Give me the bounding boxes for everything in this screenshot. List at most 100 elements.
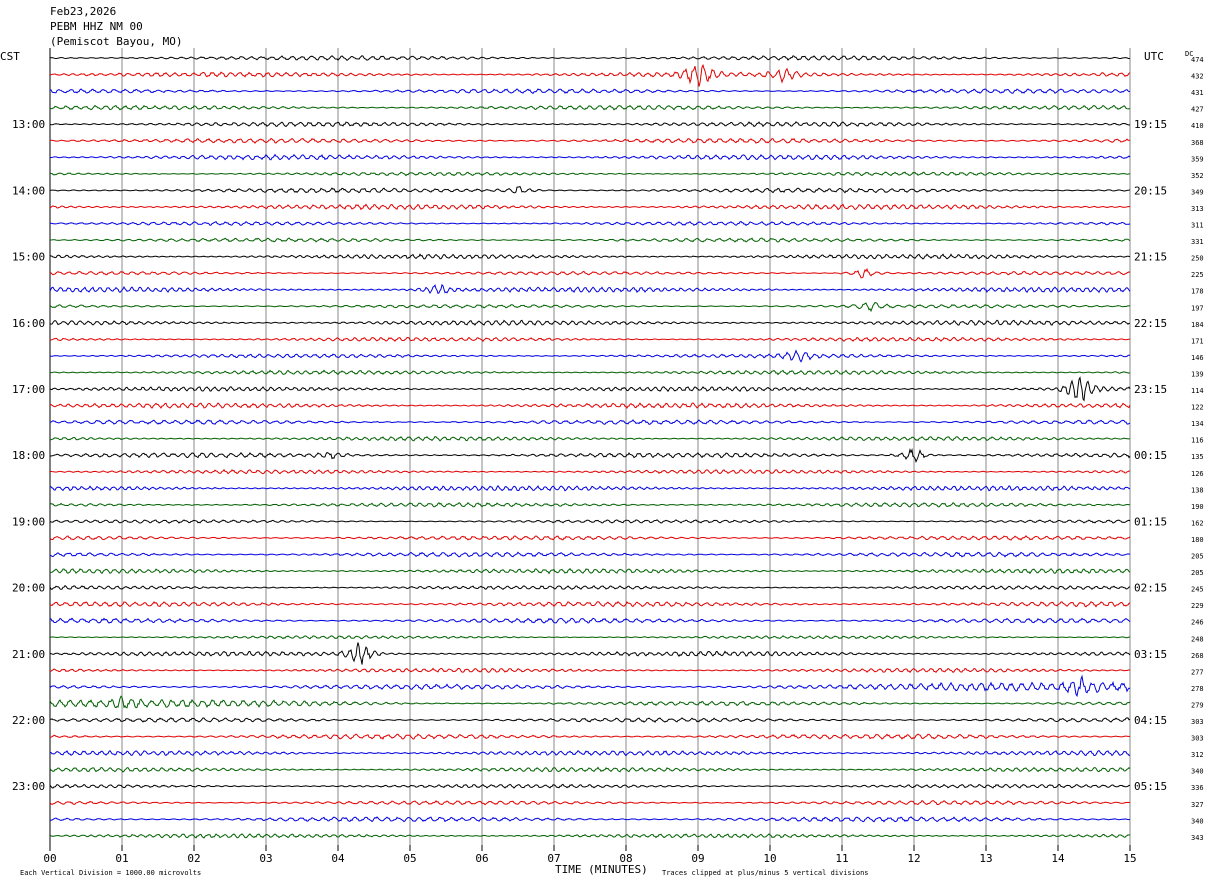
x-tick-label: 14 bbox=[1051, 852, 1065, 865]
trace-line bbox=[49, 104, 1130, 111]
dc-offset-label: 146 bbox=[1191, 354, 1204, 362]
left-hour-label: 19:00 bbox=[12, 515, 45, 528]
right-hour-label: 01:15 bbox=[1134, 515, 1167, 528]
dc-offset-label: 303 bbox=[1191, 735, 1204, 743]
minute-grid bbox=[49, 48, 1131, 851]
dc-offset-label: 190 bbox=[1191, 503, 1204, 511]
trace-line bbox=[49, 220, 1131, 227]
trace-line bbox=[49, 203, 1131, 211]
trace-line bbox=[49, 667, 1131, 674]
dc-offset-label: 313 bbox=[1191, 205, 1204, 213]
x-tick-label: 02 bbox=[187, 852, 200, 865]
trace-line bbox=[49, 642, 1131, 665]
trace-line bbox=[49, 253, 1131, 260]
trace-line bbox=[49, 617, 1131, 624]
trace-line bbox=[49, 237, 1131, 243]
x-tick-label: 01 bbox=[115, 852, 128, 865]
axis-labels: CST UTC DC TIME (MINUTES) Each Vertical … bbox=[0, 50, 1204, 877]
trace-line bbox=[49, 567, 1131, 575]
dc-offset-label: 250 bbox=[1191, 255, 1204, 263]
trace-line bbox=[49, 436, 1131, 442]
dc-offset-label: 336 bbox=[1191, 784, 1204, 792]
x-tick-label: 08 bbox=[619, 852, 632, 865]
footer-scale-note: Each Vertical Division = 1000.00 microvo… bbox=[20, 869, 201, 877]
dc-offset-label: 279 bbox=[1191, 701, 1204, 709]
trace-line bbox=[49, 419, 1131, 425]
dc-offset-label: 171 bbox=[1191, 337, 1204, 345]
right-hour-label: 21:15 bbox=[1134, 251, 1167, 264]
x-tick-label: 11 bbox=[835, 852, 848, 865]
trace-line bbox=[49, 402, 1131, 409]
trace-line bbox=[49, 635, 1131, 640]
dc-offset-label: 225 bbox=[1191, 271, 1204, 279]
dc-offset-label: 197 bbox=[1191, 304, 1204, 312]
header-location: (Pemiscot Bayou, MO) bbox=[50, 35, 183, 48]
trace-line bbox=[49, 783, 1130, 789]
trace-line bbox=[49, 717, 1131, 723]
trace-line bbox=[50, 601, 1131, 608]
header-station: PEBM HHZ NM 00 bbox=[50, 20, 143, 33]
right-timezone-label: UTC bbox=[1144, 50, 1164, 63]
trace-line bbox=[49, 484, 1131, 492]
dc-offset-label: 180 bbox=[1191, 536, 1204, 544]
trace-line bbox=[49, 185, 1131, 194]
left-hour-label: 15:00 bbox=[12, 251, 45, 264]
trace-line bbox=[49, 585, 1131, 591]
dc-offset-label: 343 bbox=[1191, 834, 1204, 842]
trace-line bbox=[49, 319, 1131, 326]
footer-clip-note: Traces clipped at plus/minus 5 vertical … bbox=[662, 869, 869, 877]
dc-offset-label: 138 bbox=[1191, 486, 1204, 494]
dc-offset-label: 432 bbox=[1191, 73, 1204, 81]
dc-offset-label: 431 bbox=[1191, 89, 1204, 97]
dc-offset-label: 126 bbox=[1191, 470, 1204, 478]
trace-line bbox=[49, 153, 1131, 161]
dc-offset-label: 278 bbox=[1191, 685, 1204, 693]
dc-offset-label: 248 bbox=[1191, 635, 1204, 643]
x-tick-label: 04 bbox=[331, 852, 345, 865]
dc-offset-label: 205 bbox=[1191, 553, 1204, 561]
trace-line bbox=[49, 674, 1131, 698]
left-hour-label: 22:00 bbox=[12, 714, 45, 727]
trace-line bbox=[49, 766, 1131, 773]
trace-line bbox=[49, 535, 1131, 541]
trace-line bbox=[49, 519, 1131, 524]
right-hour-label: 00:15 bbox=[1134, 449, 1167, 462]
trace-line bbox=[49, 283, 1131, 294]
dc-offset-label: 352 bbox=[1191, 172, 1204, 180]
trace-line bbox=[49, 121, 1131, 128]
header-date: Feb23,2026 bbox=[50, 5, 117, 18]
trace-line bbox=[49, 55, 1131, 61]
trace-line bbox=[49, 369, 1131, 376]
trace-line bbox=[49, 816, 1130, 823]
x-tick-label: 06 bbox=[475, 852, 488, 865]
left-hour-label: 21:00 bbox=[12, 648, 45, 661]
x-tick-label: 09 bbox=[691, 852, 704, 865]
left-hour-label: 16:00 bbox=[12, 317, 45, 330]
left-hour-label: 23:00 bbox=[12, 780, 45, 793]
trace-line bbox=[49, 301, 1131, 313]
right-hour-label: 19:15 bbox=[1134, 118, 1167, 131]
left-hour-label: 17:00 bbox=[12, 383, 45, 396]
dc-offset-label: 410 bbox=[1191, 122, 1204, 130]
trace-line bbox=[49, 800, 1131, 806]
trace-line bbox=[49, 376, 1131, 402]
trace-line bbox=[49, 171, 1131, 177]
dc-offset-label: 331 bbox=[1191, 238, 1204, 246]
dc-offset-label: 340 bbox=[1191, 768, 1204, 776]
dc-offset-label: 368 bbox=[1191, 139, 1204, 147]
dc-offset-label: 162 bbox=[1191, 519, 1204, 527]
x-axis-label: TIME (MINUTES) bbox=[555, 863, 648, 876]
left-hour-label: 14:00 bbox=[12, 184, 45, 197]
trace-line bbox=[49, 349, 1131, 363]
dc-offset-label: 184 bbox=[1191, 321, 1204, 329]
dc-offset-label: 427 bbox=[1191, 106, 1204, 114]
dc-offset-label: 114 bbox=[1191, 387, 1204, 395]
left-hour-label: 20:00 bbox=[12, 582, 45, 595]
right-hour-label: 05:15 bbox=[1134, 780, 1167, 793]
dc-offset-label: 303 bbox=[1191, 718, 1204, 726]
dc-offset-label: 340 bbox=[1191, 817, 1204, 825]
dc-offset-label: 312 bbox=[1191, 751, 1204, 759]
dc-offset-label: 134 bbox=[1191, 420, 1204, 428]
x-tick-label: 03 bbox=[259, 852, 272, 865]
dc-offset-label: 135 bbox=[1191, 453, 1204, 461]
